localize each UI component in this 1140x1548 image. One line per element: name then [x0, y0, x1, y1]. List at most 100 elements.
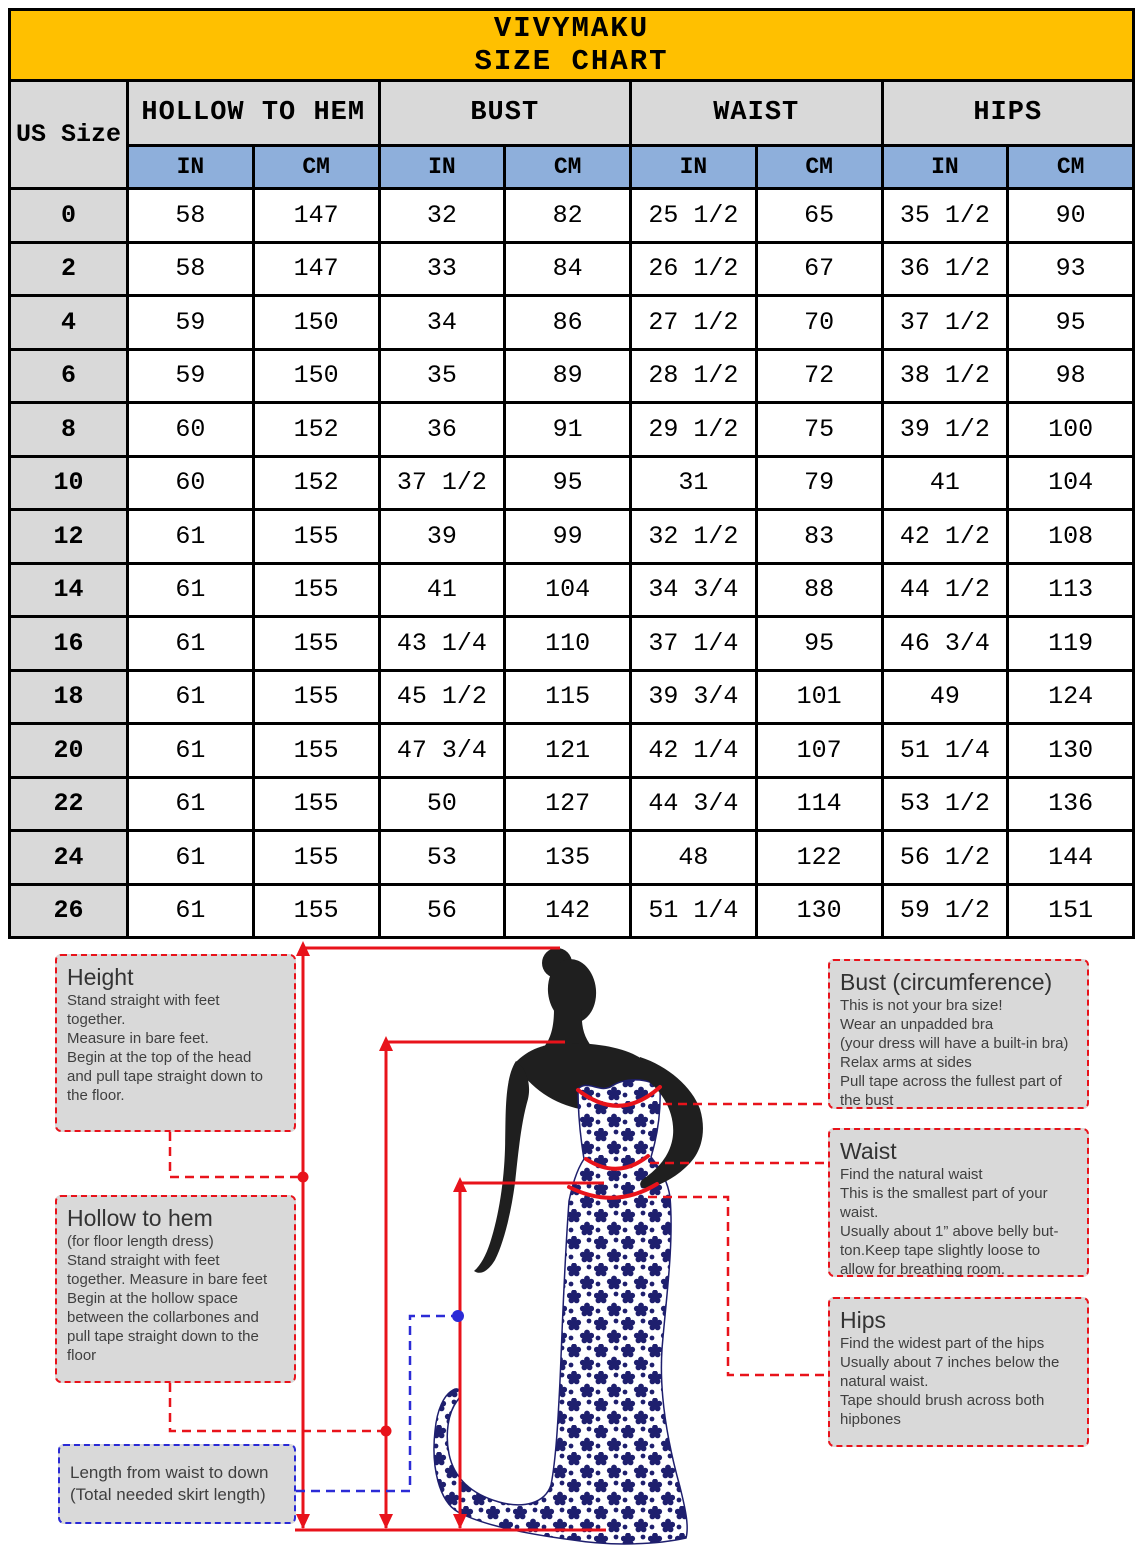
measurement-cell: 36	[377, 401, 507, 458]
measurement-cell: 108	[1006, 508, 1136, 565]
brand-name: VIVYMAKU	[493, 12, 650, 46]
measurement-cell: 43 1/4	[377, 615, 507, 672]
measurement-cell: 113	[1006, 561, 1136, 618]
measurement-cell: 89	[503, 347, 632, 404]
table-row: 22 61 155 50 127 44 3/4 114 53 1/2 136	[8, 775, 1136, 832]
us-size-cell: 2	[8, 240, 129, 297]
measurement-cell: 155	[251, 722, 381, 779]
measurement-cell: 107	[754, 722, 884, 779]
measurement-cell: 95	[1006, 294, 1136, 351]
measurement-diagram	[168, 941, 828, 1545]
measurement-cell: 26 1/2	[629, 240, 758, 297]
measurement-cell: 104	[1006, 454, 1136, 511]
us-size-cell: 4	[8, 294, 129, 351]
head	[547, 959, 597, 1023]
us-size-header: US Size	[8, 79, 129, 190]
measure-arcs	[567, 1085, 662, 1200]
measurement-cell: 45 1/2	[377, 668, 507, 725]
measurement-cell: 60	[126, 401, 255, 458]
us-size-cell: 18	[8, 668, 129, 725]
measurement-cell: 150	[251, 347, 381, 404]
measurement-cell: 98	[1006, 347, 1136, 404]
measurement-cell: 90	[1006, 187, 1136, 244]
page-title: SIZE CHART	[474, 45, 669, 78]
measurement-cell: 37 1/2	[377, 454, 507, 511]
measurement-cell: 91	[503, 401, 632, 458]
table-row: 4 59 150 34 86 27 1/2 70 37 1/2 95	[8, 294, 1136, 351]
red-dashed-connectors	[168, 1102, 828, 1433]
table-row: 18 61 155 45 1/2 115 39 3/4 101 49 124	[8, 668, 1136, 725]
hips-text: Find the widest part of the hips Usually…	[840, 1335, 1060, 1428]
arms	[474, 1057, 703, 1273]
us-size-cell: 14	[8, 561, 129, 618]
arrowheads	[296, 941, 467, 1529]
blue-dashed-connector	[296, 1314, 454, 1493]
measurement-cell: 70	[754, 294, 884, 351]
measurement-cell: 75	[754, 401, 884, 458]
bust-title: Bust (circumference)	[840, 969, 1053, 995]
unit-header: CM	[754, 144, 884, 190]
measurement-cell: 142	[503, 882, 632, 939]
measurement-cell: 37 1/4	[629, 615, 758, 672]
measurement-cell: 104	[503, 561, 632, 618]
measurement-cell: 127	[503, 775, 632, 832]
measurement-cell: 51 1/4	[880, 722, 1010, 779]
measurement-cell: 155	[251, 882, 381, 939]
bust-text: This is not your bra size! Wear an unpad…	[840, 997, 1069, 1109]
hips-title: Hips	[840, 1307, 887, 1333]
measurement-cell: 53	[377, 829, 507, 886]
measurement-cell: 38 1/2	[880, 347, 1010, 404]
table-row: 24 61 155 53 135 48 122 56 1/2 144	[8, 829, 1136, 886]
measurement-cell: 56	[377, 882, 507, 939]
height-instruction-box: Height Stand straight with feet together…	[55, 954, 296, 1132]
measurement-cell: 155	[251, 829, 381, 886]
measurement-cell: 152	[251, 401, 381, 458]
left-arm	[474, 1061, 530, 1273]
measurement-cell: 99	[503, 508, 632, 565]
measurement-cell: 114	[754, 775, 884, 832]
table-row: 20 61 155 47 3/4 121 42 1/4 107 51 1/4 130	[8, 722, 1136, 779]
measurement-cell: 32	[377, 187, 507, 244]
table-row: 10 60 152 37 1/2 95 31 79 41 104	[8, 454, 1136, 511]
measurement-cell: 48	[629, 829, 758, 886]
measurement-cell: 39 1/2	[880, 401, 1010, 458]
measurement-cell: 155	[251, 561, 381, 618]
waist-length-line	[458, 1181, 604, 1528]
measurement-cell: 95	[754, 615, 884, 672]
measurement-cell: 155	[251, 668, 381, 725]
measurement-cell: 34	[377, 294, 507, 351]
measurement-cell: 67	[754, 240, 884, 297]
height-title: Height	[67, 964, 134, 990]
measurement-cell: 33	[377, 240, 507, 297]
unit-header: CM	[1006, 144, 1136, 190]
measurement-cell: 93	[1006, 240, 1136, 297]
hollow-junction-dot	[380, 1425, 392, 1437]
measurement-cell: 151	[1006, 882, 1136, 939]
measurement-cell: 150	[251, 294, 381, 351]
height-line	[301, 946, 560, 1528]
column-header-hips: HIPS	[880, 79, 1136, 147]
measurement-cell: 41	[377, 561, 507, 618]
measurement-cell: 50	[377, 775, 507, 832]
measurement-cell: 155	[251, 508, 381, 565]
measurement-cell: 35	[377, 347, 507, 404]
measurement-cell: 135	[503, 829, 632, 886]
measurement-cell: 95	[503, 454, 632, 511]
measurement-cell: 101	[754, 668, 884, 725]
table-row: 6 59 150 35 89 28 1/2 72 38 1/2 98	[8, 347, 1136, 404]
unit-header: IN	[880, 144, 1010, 190]
dress	[433, 1079, 688, 1545]
measurement-cell: 147	[251, 187, 381, 244]
measurement-cell: 84	[503, 240, 632, 297]
measurement-cell: 82	[503, 187, 632, 244]
measurement-cell: 39 3/4	[629, 668, 758, 725]
measurement-cell: 32 1/2	[629, 508, 758, 565]
skirt-length-text: Length from waist to down (Total needed …	[70, 1463, 269, 1504]
brand-banner: VIVYMAKU SIZE CHART	[7, 8, 1136, 82]
measurement-cell: 136	[1006, 775, 1136, 832]
us-size-cell: 20	[8, 722, 129, 779]
table-row: 16 61 155 43 1/4 110 37 1/4 95 46 3/4 119	[8, 615, 1136, 672]
height-text: Stand straight with feet together. Measu…	[67, 992, 263, 1104]
measurement-cell: 155	[251, 775, 381, 832]
